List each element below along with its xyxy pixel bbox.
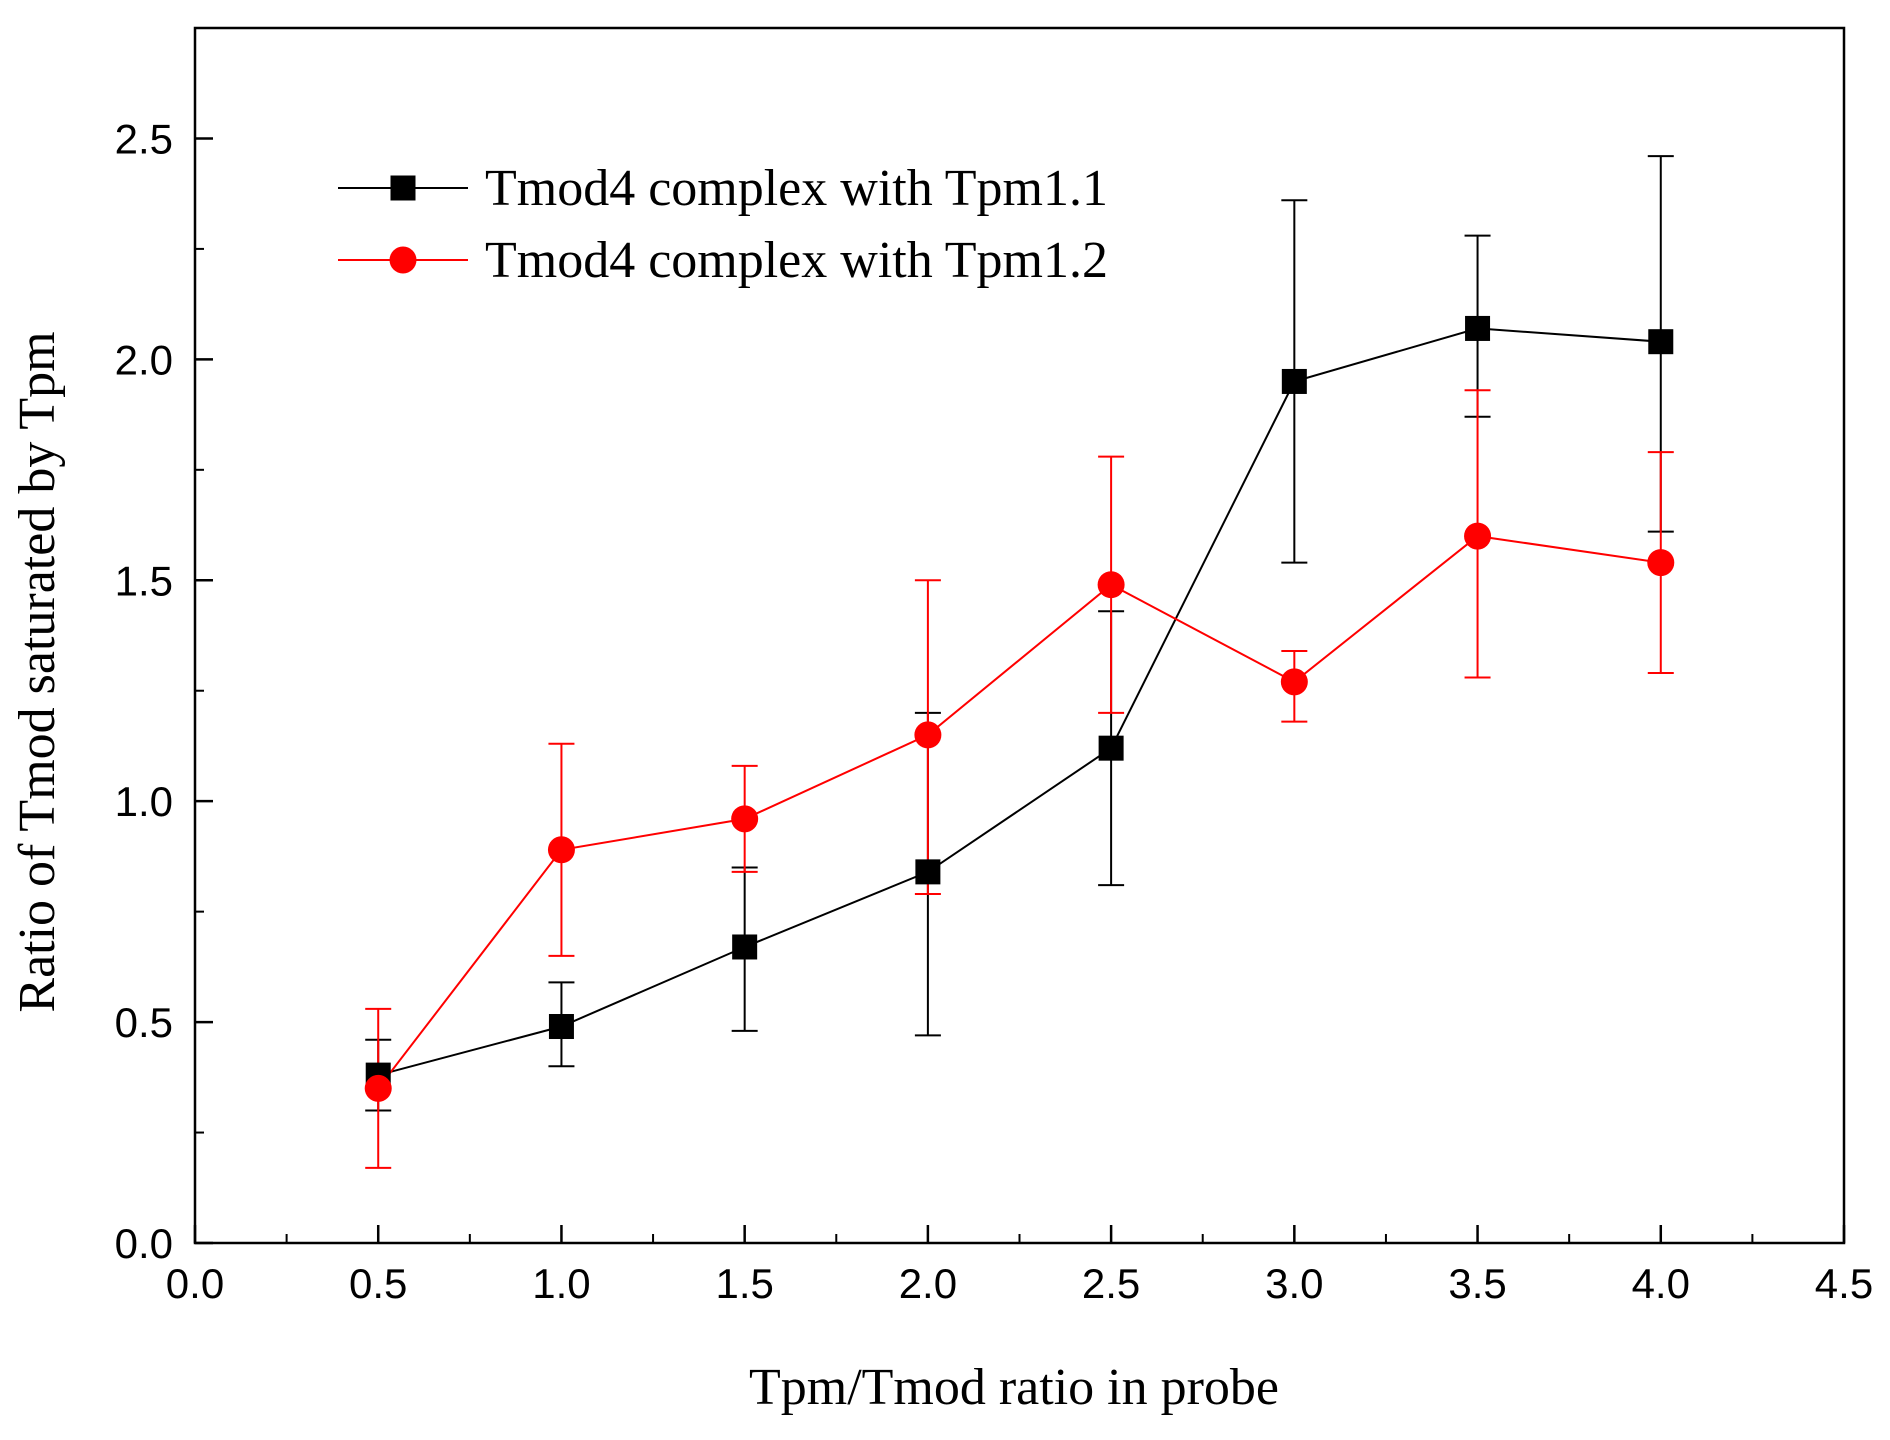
legend-label-0: Tmod4 complex with Tpm1.1 [485, 160, 1108, 217]
x-tick-label-5: 2.5 [1082, 1260, 1140, 1307]
x-tick-label-7: 3.5 [1448, 1260, 1506, 1307]
y-tick-label-1: 0.5 [115, 999, 173, 1046]
legend-marker-1 [389, 246, 417, 274]
legend: Tmod4 complex with Tpm1.1 Tmod4 complex w… [338, 160, 1108, 289]
y-tick-label-2: 1.0 [115, 778, 173, 825]
series-1-line [377, 535, 1661, 1090]
x-axis-title: Tpm/Tmod ratio in probe [749, 1359, 1279, 1416]
series-1-point-1 [547, 836, 575, 864]
series-1-point-0 [364, 1074, 392, 1102]
series-1-point-7 [1647, 549, 1675, 577]
y-tick-label-3: 1.5 [115, 557, 173, 604]
series-0-line [377, 327, 1661, 1077]
series-1-point-3 [914, 721, 942, 749]
x-tick-label-4: 2.0 [899, 1260, 957, 1307]
x-tick-label-6: 3.0 [1265, 1260, 1323, 1307]
series-0-point-6 [1465, 315, 1491, 341]
y-axis-title: Ratio of Tmod saturated by Tpm [9, 331, 66, 1012]
series-0-point-1 [548, 1014, 574, 1040]
x-tick-label-0: 0.0 [166, 1260, 224, 1307]
series-0-point-7 [1648, 329, 1674, 355]
x-tick-label-9: 4.5 [1815, 1260, 1873, 1307]
y-tick-label-4: 2.0 [115, 336, 173, 383]
series-1-point-5 [1280, 668, 1308, 696]
series-0-point-5 [1281, 368, 1307, 394]
legend-label-1: Tmod4 complex with Tpm1.2 [485, 232, 1108, 289]
series-1-point-4 [1097, 571, 1125, 599]
legend-marker-0 [390, 175, 416, 201]
series-1-point-2 [731, 805, 759, 833]
y-tick-label-5: 2.5 [115, 115, 173, 162]
x-tick-label-3: 1.5 [715, 1260, 773, 1307]
ticks-layer: 0.0 0.5 1.0 1.5 2.0 2.5 3.0 3.5 4.0 4.5 0.0 0.5 1.0 1… [115, 115, 1874, 1307]
series-0-point-3 [915, 859, 941, 885]
x-tick-label-2: 1.0 [532, 1260, 590, 1307]
series-lines-layer [377, 327, 1661, 1090]
series-0-point-2 [732, 934, 758, 960]
series-1-point-6 [1464, 522, 1492, 550]
markers-layer [364, 315, 1675, 1102]
x-tick-label-1: 0.5 [349, 1260, 407, 1307]
series-0-point-4 [1098, 735, 1124, 761]
y-tick-label-0: 0.0 [115, 1220, 173, 1267]
x-tick-label-8: 4.0 [1632, 1260, 1690, 1307]
